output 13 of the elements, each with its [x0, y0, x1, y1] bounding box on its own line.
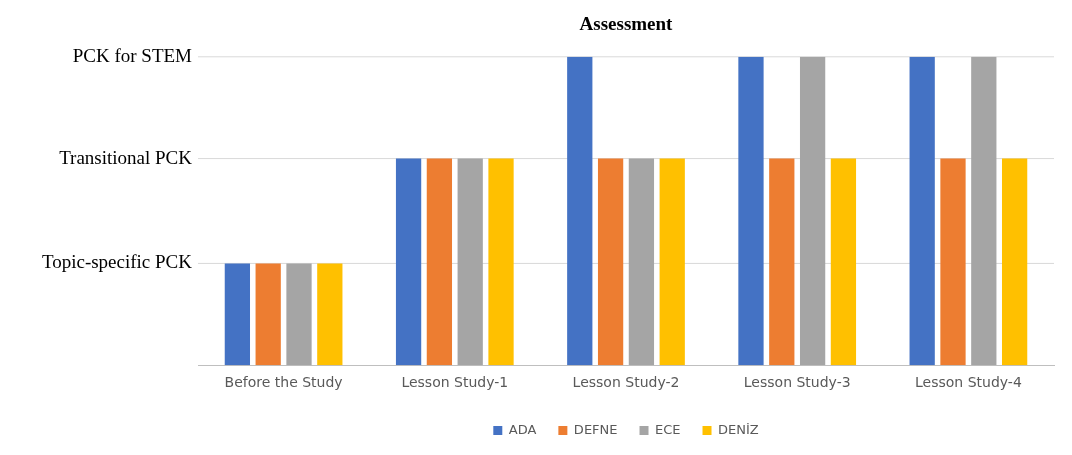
x-tick-label: Before the Study [224, 374, 343, 391]
ref-line-label: Transitional PCK [59, 146, 193, 168]
ref-line-label: PCK for STEM [72, 44, 193, 66]
x-tick-label: Lesson Study-3 [743, 374, 851, 391]
x-tick-label: Lesson Study-1 [401, 374, 509, 391]
ref-line-label: Topic-specific PCK [41, 251, 193, 273]
legend-label: DENİZ [718, 421, 759, 437]
chart-title: Assessment [579, 13, 674, 35]
legend-label: ECE [655, 421, 681, 437]
x-tick-label: Lesson Study-4 [915, 374, 1022, 391]
legend-label: DEFNE [573, 421, 618, 437]
legend-label: ADA [508, 421, 537, 437]
x-tick-label: Lesson Study-2 [572, 374, 680, 391]
